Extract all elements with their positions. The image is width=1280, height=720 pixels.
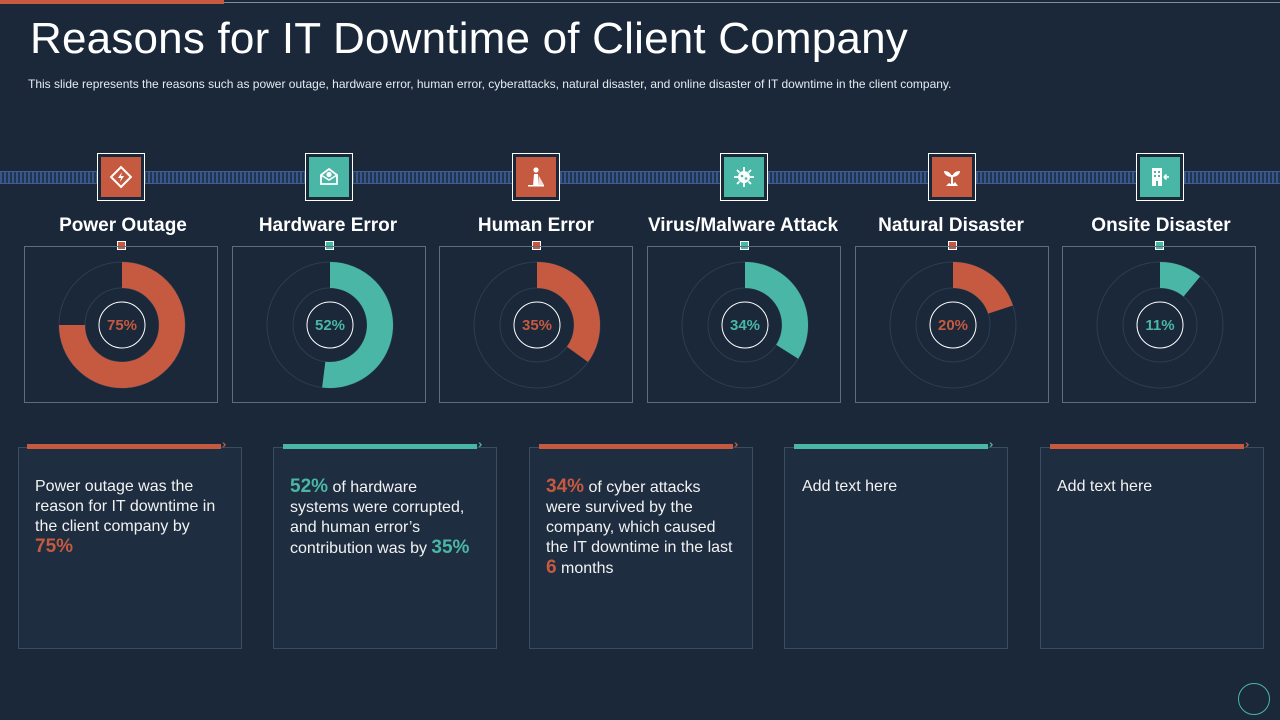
text-box-2-header-bar: ››: [283, 440, 493, 451]
category-marker: [325, 241, 334, 250]
donut-center-circle: [98, 301, 146, 349]
donut-value-label: 35%: [521, 317, 553, 334]
natural-disaster-icon-box: [928, 153, 976, 201]
top-accent-bar: [0, 0, 224, 4]
hardware-error-icon: [309, 157, 349, 197]
donut-center-circle: [513, 301, 561, 349]
donut-value-arc: [59, 262, 185, 388]
donut-value-arc: [1159, 262, 1201, 297]
donut-value-label: 75%: [106, 317, 138, 334]
donut-card-hardware-error: 52%: [232, 246, 426, 403]
virus-icon: [724, 157, 764, 197]
virus-icon-box: [720, 153, 768, 201]
text-box-2-content: 52% of hardware systems were corrupted, …: [290, 477, 480, 559]
donut-value-label: 20%: [937, 317, 969, 334]
donut-value-arc: [744, 262, 808, 359]
category-title-onsite-disaster: Onsite Disaster: [1091, 215, 1231, 236]
donut-center-circle: [1136, 301, 1184, 349]
text-box-4-header-bar: ››: [794, 440, 1004, 451]
slide-title: Reasons for IT Downtime of Client Compan…: [30, 14, 908, 63]
top-rule: [0, 0, 1280, 4]
power-outage-icon: [101, 157, 141, 197]
power-outage-icon-box: [97, 153, 145, 201]
text-box-1: [18, 447, 242, 649]
donut-card-power-outage: 75%: [24, 246, 218, 403]
donut-chart-power-outage: [58, 261, 186, 389]
donut-card-virus-malware: 34%: [647, 246, 841, 403]
donut-center-circle: [721, 301, 769, 349]
text-box-2-highlight: 52%: [290, 476, 329, 497]
category-title-human-error: Human Error: [477, 215, 595, 236]
category-title-power-outage: Power Outage: [59, 215, 187, 236]
text-box-3-content: 34% of cyber attacks were survived by th…: [546, 477, 736, 579]
natural-disaster-icon: [932, 157, 972, 197]
human-error-icon-box: [512, 153, 560, 201]
donut-value-label: 11%: [1145, 317, 1175, 334]
slide-subtitle: This slide represents the reasons such a…: [28, 77, 952, 91]
text-box-4: [784, 447, 1008, 649]
onsite-disaster-icon: [1140, 157, 1180, 197]
text-box-5-header-bar: ››: [1050, 440, 1260, 451]
decorative-band: [0, 171, 1280, 184]
text-box-3-highlight: 34%: [546, 476, 585, 497]
category-marker: [740, 241, 749, 250]
category-marker: [948, 241, 957, 250]
text-box-1-highlight: 75%: [35, 536, 74, 557]
category-marker: [1155, 241, 1164, 250]
text-box-2-body: of hardware systems were corrupted, and …: [290, 479, 465, 557]
category-marker: [532, 241, 541, 250]
donut-chart-human-error: [473, 261, 601, 389]
donut-card-human-error: 35%: [439, 246, 633, 403]
category-title-natural-disaster: Natural Disaster: [878, 215, 1024, 236]
donut-chart-onsite-disaster: [1096, 261, 1224, 389]
text-box-3-body: of cyber attacks were survived by the co…: [546, 479, 733, 556]
text-box-1-content: Power outage was the reason for IT downt…: [35, 477, 225, 558]
category-marker: [117, 241, 126, 250]
text-box-2-highlight-2: 35%: [431, 537, 470, 558]
text-box-5-placeholder[interactable]: Add text here: [1057, 478, 1153, 495]
category-title-virus-malware: Virus/Malware Attack: [647, 215, 839, 236]
donut-chart-natural-disaster: [889, 261, 1017, 389]
donut-chart-virus-malware: [681, 261, 809, 389]
text-box-3-body-end: months: [556, 560, 614, 577]
text-box-3-header-bar: ››: [539, 440, 749, 451]
text-box-1-body: Power outage was the reason for IT downt…: [35, 478, 216, 535]
donut-center-circle: [929, 301, 977, 349]
text-box-2: [273, 447, 497, 649]
text-box-4-placeholder[interactable]: Add text here: [802, 478, 898, 495]
donut-value-arc: [322, 262, 393, 388]
slide-nav-button[interactable]: [1238, 683, 1270, 715]
text-box-3-highlight-2: 6: [546, 557, 557, 578]
donut-card-natural-disaster: 20%: [855, 246, 1049, 403]
hardware-error-icon-box: [305, 153, 353, 201]
category-title-hardware-error: Hardware Error: [258, 215, 398, 236]
donut-value-label: 34%: [729, 317, 761, 334]
donut-value-label: 52%: [314, 317, 346, 334]
donut-value-arc: [536, 262, 600, 363]
text-box-1-header-bar: ››: [27, 440, 237, 451]
donut-center-circle: [306, 301, 354, 349]
donut-card-onsite-disaster: 11%: [1062, 246, 1256, 403]
human-error-icon: [516, 157, 556, 197]
top-divider-line: [224, 2, 1280, 3]
text-box-5: [1040, 447, 1264, 649]
text-box-3: [529, 447, 753, 649]
onsite-disaster-icon-box: [1136, 153, 1184, 201]
donut-value-arc: [952, 262, 1013, 315]
donut-chart-hardware-error: [266, 261, 394, 389]
